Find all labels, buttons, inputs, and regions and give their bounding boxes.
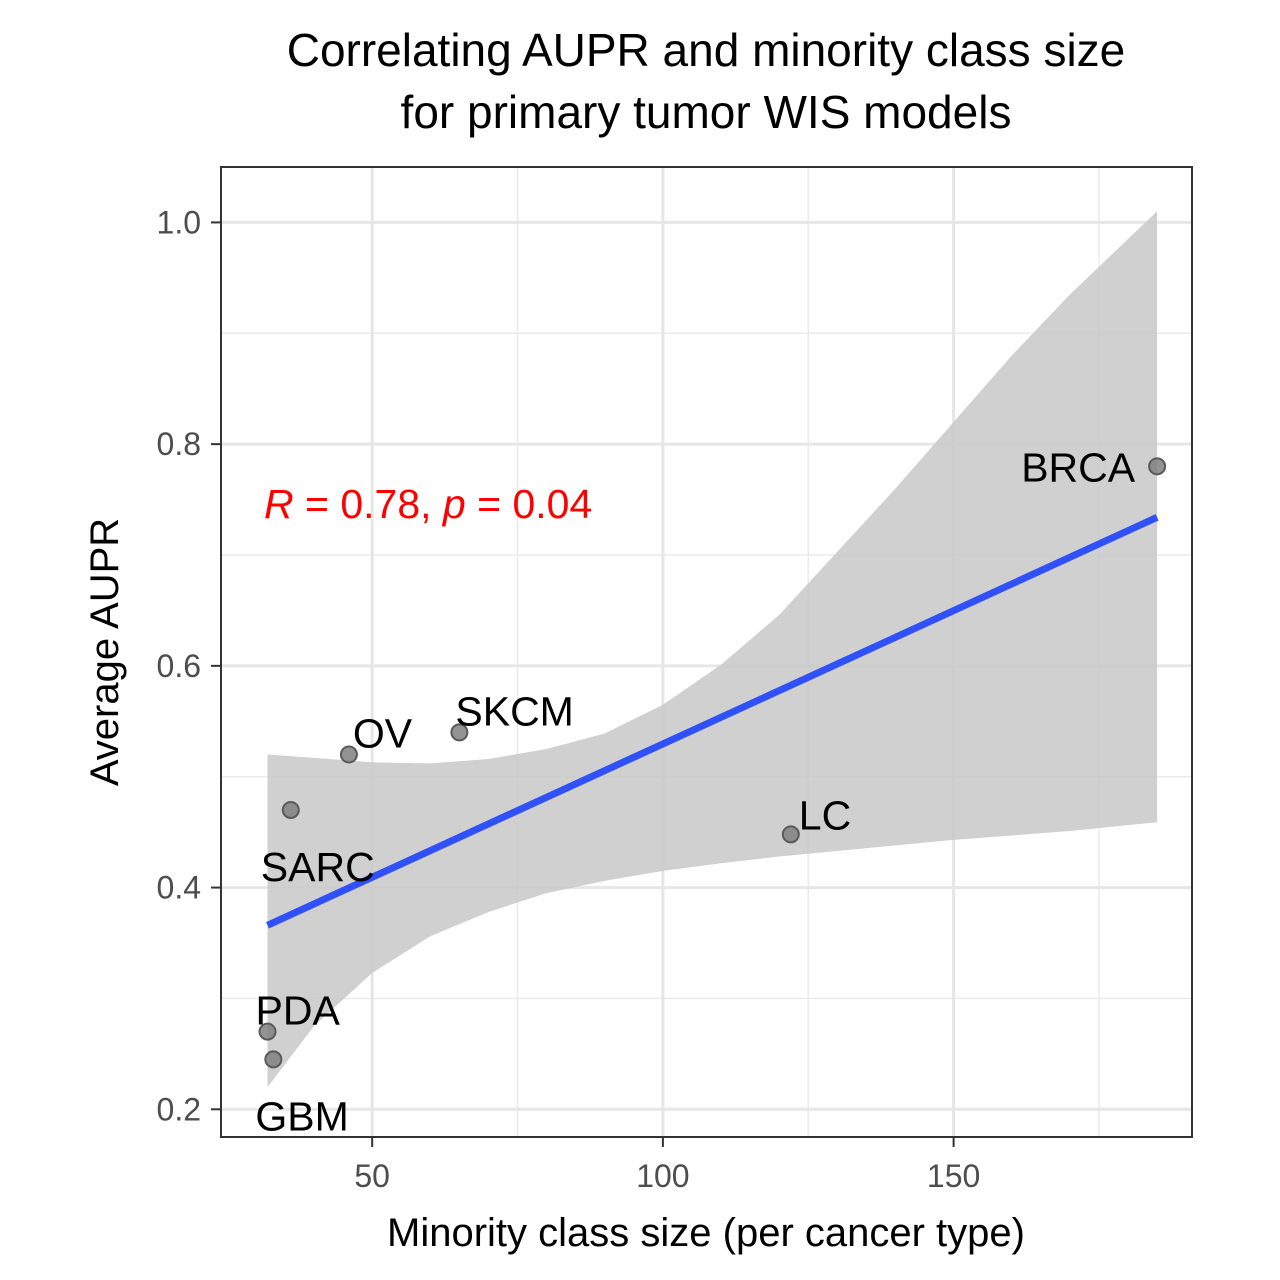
y-tick-label: 0.2 — [157, 1091, 201, 1127]
point-label-lc: LC — [799, 792, 851, 838]
y-axis-ticks: 0.2 0.4 0.6 0.8 1.0 — [157, 204, 221, 1127]
point-label-pda: PDA — [256, 988, 341, 1034]
annotation-part: p — [441, 481, 466, 527]
point-label-gbm: GBM — [255, 1093, 348, 1139]
point-label-ov: OV — [353, 711, 413, 757]
confidence-band — [267, 211, 1158, 1088]
regression-line — [266, 514, 1159, 929]
point-ov — [339, 745, 358, 764]
point-brca — [1148, 457, 1167, 476]
plot-border — [220, 166, 1193, 1138]
point-lc — [781, 825, 800, 844]
point-label-skcm: SKCM — [455, 688, 573, 734]
x-tick-label: 150 — [927, 1158, 980, 1194]
y-tick-label: 1.0 — [157, 204, 201, 240]
chart-title-line-2: for primary tumor WIS models — [401, 86, 1012, 138]
point-gbm — [264, 1050, 283, 1069]
x-tick-label: 100 — [636, 1158, 689, 1194]
x-tick-label: 50 — [354, 1158, 390, 1194]
point-label-sarc: SARC — [261, 844, 375, 890]
annotation-part: = 0.78, — [294, 481, 443, 527]
point-labels: BRCA LC SKCM OV SARC PDA GBM — [255, 444, 1135, 1139]
correlation-annotation: R = 0.78, p = 0.04 — [264, 481, 592, 527]
annotation-part: R — [264, 481, 294, 527]
x-axis-title: Minority class size (per cancer type) — [387, 1211, 1025, 1255]
y-axis-title: Average AUPR — [83, 518, 127, 786]
data-points — [258, 457, 1167, 1069]
point-label-brca: BRCA — [1021, 444, 1136, 490]
point-sarc — [281, 800, 300, 819]
chart-title-line-1: Correlating AUPR and minority class size — [287, 24, 1126, 76]
y-tick-label: 0.6 — [157, 648, 201, 684]
point-pda — [258, 1022, 277, 1041]
point-skcm — [450, 723, 469, 742]
annotation-part: = 0.04 — [466, 481, 593, 527]
x-axis-ticks: 50 100 150 — [354, 1137, 980, 1194]
y-tick-label: 0.4 — [157, 870, 201, 906]
y-tick-label: 0.8 — [157, 426, 201, 462]
